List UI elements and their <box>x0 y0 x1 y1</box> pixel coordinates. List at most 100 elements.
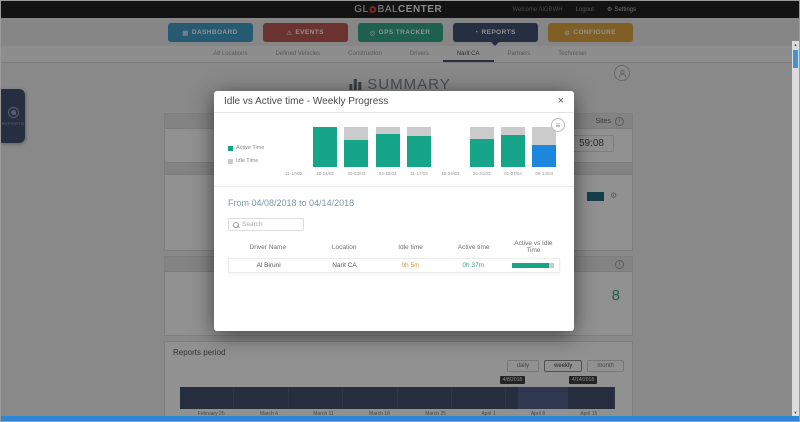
nav-events-button[interactable]: ⚠ EVENTS <box>262 23 348 42</box>
period-end-tooltip: 4/14/2018 <box>568 376 598 384</box>
timeline-axis-label: March 25 <box>425 411 447 417</box>
mini-progress-bar <box>587 192 604 201</box>
modal-bar-chart-bars <box>278 127 560 167</box>
bar-column[interactable] <box>466 127 497 167</box>
bar-category-label: 01-07/04 <box>504 171 522 176</box>
page-title: SUMMARY <box>349 76 450 93</box>
user-avatar-icon[interactable] <box>614 65 630 81</box>
tab-drivers[interactable]: Drivers <box>409 51 429 57</box>
cell-active-time: 0h 37m <box>462 262 485 269</box>
gear-icon[interactable]: ⚙ <box>610 191 618 200</box>
header-links: Welcome AlGBWH Logout ⚙ Settings <box>512 1 636 18</box>
bar-category-label: 18-24/03 <box>441 171 460 176</box>
person-icon <box>618 69 626 77</box>
driver-table: Driver Name Location Idle time Active ti… <box>228 236 560 273</box>
reports-side-tab-label: REPORTS <box>1 120 25 126</box>
events-icon: ⚠ <box>286 29 293 37</box>
bar-category-label: 25-03/03 <box>347 171 366 176</box>
idle-time-swatch-icon <box>228 158 233 164</box>
tab-technician[interactable]: Technician <box>558 51 587 57</box>
timeline-axis-label: March 18 <box>369 411 390 417</box>
legend-idle-label: Idle Time <box>236 158 259 164</box>
reports-period-title: Reports period <box>173 348 226 357</box>
bar-category-label: 11-17/02 <box>284 171 303 176</box>
tab-partners[interactable]: Partners <box>507 51 531 57</box>
timeline-axis-label: March 11 <box>313 411 334 417</box>
period-start-tooltip: 4/8/2018 <box>499 376 526 384</box>
tab-all-locations[interactable]: All Locations <box>213 51 248 57</box>
vertical-scrollbar[interactable]: ▲ ▼ <box>792 41 799 416</box>
logo-text-suffix: CENTER <box>398 4 443 15</box>
bar-category-label: 18-24/02 <box>316 171 334 176</box>
col-location: Location <box>331 243 357 251</box>
logout-link[interactable]: Logout <box>575 6 594 13</box>
timeline-axis: February 25 March 4 March 11 March 18 March … <box>180 411 615 417</box>
cell-location: Narit CA <box>332 262 357 269</box>
bar-column[interactable] <box>529 127 560 167</box>
idle-active-modal: Idle vs Active time - Weekly Progress × … <box>214 91 574 331</box>
timeline-axis-label: April 1 <box>481 411 496 417</box>
date-range-text: From 04/08/2018 to 04/14/2018 <box>228 198 355 208</box>
modal-chart-area: Active Time Idle Time 11-17/02 18-24/02 25… <box>214 127 574 176</box>
nav-configure-label: CONFIGURE <box>573 29 616 36</box>
legend-idle-time[interactable]: Idle Time <box>228 158 278 164</box>
nav-gps-tracker-button[interactable]: ◎ GPS TRACKER <box>357 23 443 42</box>
bar-column[interactable] <box>403 127 434 167</box>
nav-dashboard-button[interactable]: ▦ DASHBOARD <box>167 23 253 42</box>
selected-period-range[interactable] <box>518 387 568 409</box>
active-time-swatch-icon <box>228 145 233 151</box>
bar-column[interactable] <box>435 127 466 167</box>
timeline-axis-label: March 4 <box>259 411 278 417</box>
settings-link[interactable]: ⚙ Settings <box>607 6 636 14</box>
bottom-blue-strip <box>1 416 799 421</box>
globalcenter-logo[interactable]: GL BAL CENTER <box>354 1 442 18</box>
dashboard-icon: ▦ <box>182 29 189 37</box>
tab-narit-ca[interactable]: Narit CA <box>443 46 494 62</box>
ratio-bar-track <box>511 263 554 268</box>
bar-column[interactable] <box>309 127 340 167</box>
search-input[interactable] <box>242 221 302 228</box>
total-time-value: 59:08 <box>568 135 614 152</box>
secondary-tab-bar: All Locations Defined Vehicles Construct… <box>1 46 799 63</box>
nav-gps-tracker-label: GPS TRACKER <box>378 29 431 36</box>
period-timeline[interactable]: 4/8/2018 4/14/2018 <box>180 376 615 409</box>
scroll-down-arrow-icon[interactable]: ▼ <box>793 410 798 415</box>
nav-configure-button[interactable]: ⚙ CONFIGURE <box>547 23 633 42</box>
timeline-cell <box>398 387 452 409</box>
info-icon[interactable]: i <box>615 116 624 126</box>
scroll-up-arrow-icon[interactable]: ▲ <box>793 42 798 47</box>
modal-title: Idle vs Active time - Weekly Progress <box>224 96 389 107</box>
nav-reports-label: REPORTS <box>481 29 516 36</box>
timeline-axis-label: February 25 <box>197 411 225 417</box>
page-title-text: SUMMARY <box>367 76 451 93</box>
period-button-month[interactable]: month <box>587 360 624 372</box>
bar-column[interactable] <box>278 127 309 167</box>
reports-side-tab[interactable]: REPORTS <box>1 89 25 143</box>
close-icon[interactable]: × <box>557 95 564 107</box>
period-button-weekly[interactable]: weekly <box>543 360 583 372</box>
col-idle-time: Idle time <box>398 243 423 251</box>
period-buttons: daily weekly month <box>506 360 624 372</box>
table-row[interactable]: Al Biruni Narit CA 0h 5m 0h 37m <box>228 258 560 273</box>
welcome-text: Welcome AlGBWH <box>512 6 563 13</box>
bar-column[interactable] <box>341 127 372 167</box>
period-button-daily[interactable]: daily <box>506 360 539 372</box>
modal-header: Idle vs Active time - Weekly Progress × <box>214 91 574 113</box>
top-header-bar: GL BAL CENTER Welcome AlGBWH Logout ⚙ Se… <box>1 1 799 18</box>
search-icon <box>233 221 239 228</box>
sites-label: Sites <box>595 117 611 125</box>
bar-column[interactable] <box>497 127 528 167</box>
col-active-vs-idle: Active vs Idle Time <box>514 240 553 254</box>
scrollbar-thumb[interactable] <box>793 50 798 68</box>
legend-active-time[interactable]: Active Time <box>228 145 278 151</box>
nav-dashboard-label: DASHBOARD <box>191 29 238 36</box>
chart-menu-icon[interactable]: ≡ <box>551 118 565 132</box>
tab-construction[interactable]: Construction <box>348 51 382 57</box>
driver-search-box[interactable] <box>228 218 304 231</box>
info-icon[interactable]: i <box>615 259 624 269</box>
nav-reports-button[interactable]: ◔ REPORTS <box>452 23 538 42</box>
bar-column[interactable] <box>372 127 403 167</box>
tab-defined-vehicles[interactable]: Defined Vehicles <box>275 51 321 57</box>
timeline-cell <box>561 387 615 409</box>
cell-idle-time: 0h 5m <box>401 262 420 269</box>
